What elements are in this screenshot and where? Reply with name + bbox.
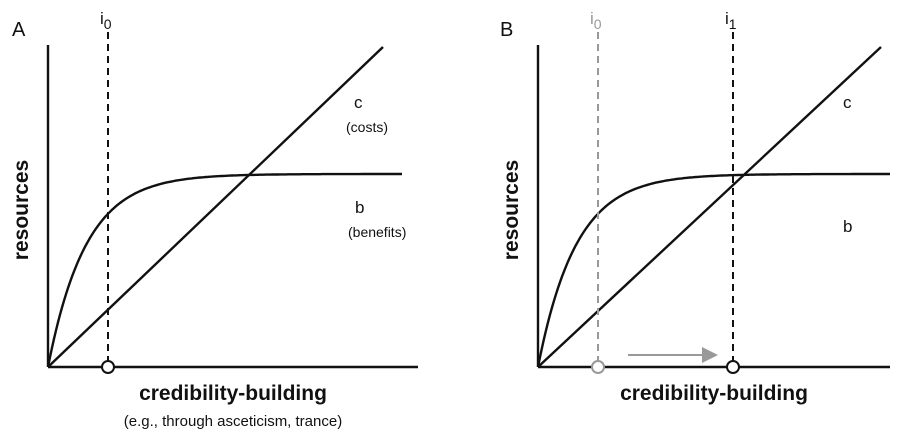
x-axis-title: credibility-building [620, 382, 808, 405]
marker-point [726, 360, 740, 374]
benefit-curve [46, 172, 402, 368]
y-axis-title: resources [10, 160, 33, 260]
x-axis-title: credibility-building [139, 382, 327, 405]
curve-label: b [355, 198, 364, 217]
marker-point [101, 360, 115, 374]
panel-label: B [500, 19, 513, 41]
marker-label: i0 [100, 9, 112, 32]
marker-label: i1 [725, 9, 737, 32]
curve-note: (benefits) [348, 224, 406, 240]
curve-label: c [843, 93, 852, 112]
curve-label: b [843, 217, 852, 236]
panel-label: A [12, 19, 26, 41]
marker-point [591, 360, 605, 374]
x-axis-note: (e.g., through asceticism, trance) [124, 413, 342, 430]
cost-line [47, 46, 384, 368]
cost-line [537, 46, 882, 368]
y-axis-title: resources [500, 160, 523, 260]
marker-label: i0 [590, 9, 602, 32]
curve-label: c [354, 93, 363, 112]
curve-note: (costs) [346, 119, 388, 135]
benefit-curve [536, 172, 890, 368]
